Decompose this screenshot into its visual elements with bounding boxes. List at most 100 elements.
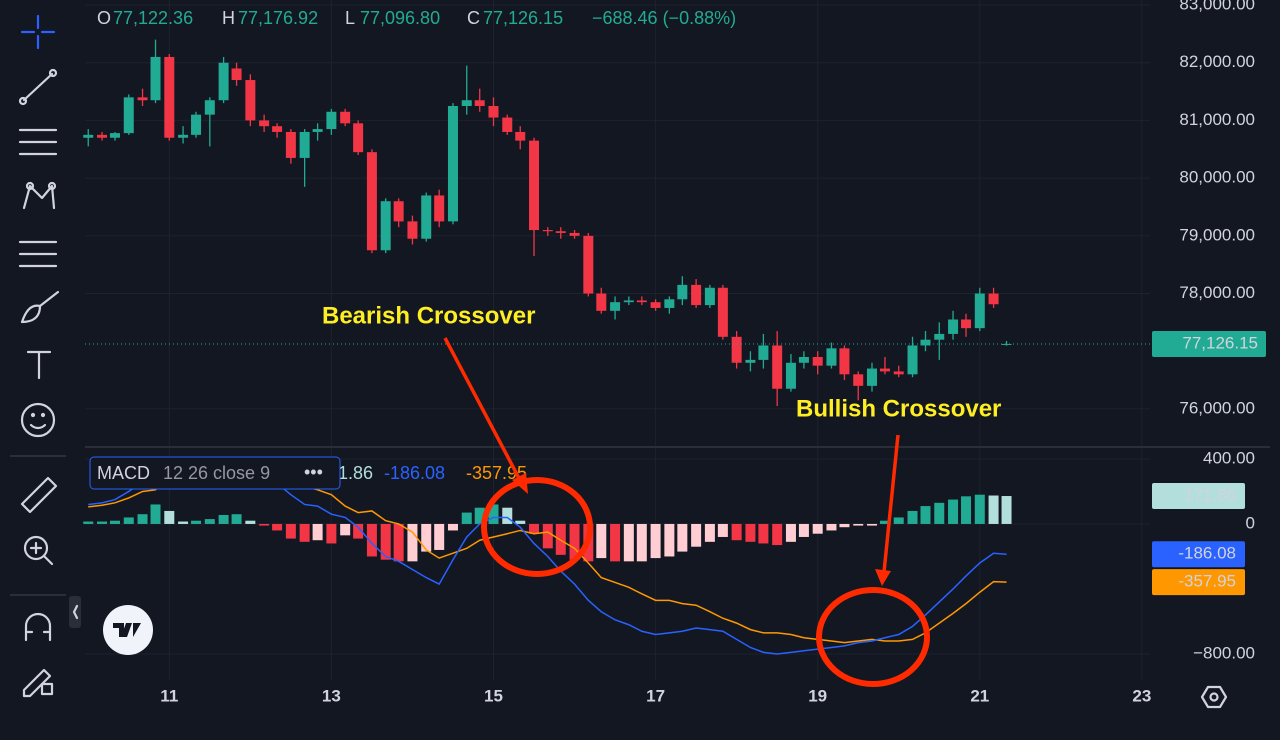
x-tick-label: 15 — [484, 686, 503, 705]
forecast-tool[interactable] — [18, 240, 58, 268]
histogram-bar — [717, 523, 728, 537]
candle-body — [785, 362, 796, 389]
candle-body — [636, 300, 647, 303]
histogram-bar — [150, 504, 161, 524]
histogram-bar — [164, 510, 175, 524]
histogram-bar — [474, 507, 485, 524]
candle-body — [502, 117, 513, 132]
histogram-bar — [218, 515, 229, 524]
settings-button[interactable] — [1200, 685, 1228, 709]
candle-body — [988, 293, 999, 305]
ohlc-key: H — [222, 8, 235, 28]
histogram-bar — [312, 523, 323, 541]
histogram-bar — [447, 523, 458, 531]
histogram-bar — [529, 523, 540, 534]
crosshair-tool[interactable] — [20, 14, 56, 50]
candle-body — [839, 348, 850, 375]
legend-box[interactable] — [89, 456, 341, 490]
legend-macd-value: -186.08 — [384, 463, 445, 483]
candle-body — [974, 293, 985, 329]
candle-body — [231, 68, 242, 81]
candle-body — [488, 105, 499, 118]
highlight-circle — [816, 587, 930, 687]
x-tick-label: 11 — [160, 686, 178, 705]
histogram-bar — [231, 514, 242, 524]
candle-body — [772, 345, 783, 389]
candle-body — [826, 348, 837, 366]
histogram-bar — [745, 523, 756, 542]
histogram-bar — [948, 499, 959, 524]
legend-more[interactable]: ••• — [304, 462, 323, 482]
ruler-tool[interactable] — [20, 476, 58, 514]
candle-body — [366, 152, 377, 251]
annotation: Bearish Crossover — [322, 302, 535, 329]
candle-body — [285, 131, 296, 158]
histogram-bar — [245, 520, 256, 524]
value-tag — [1152, 541, 1245, 568]
histogram-bar — [907, 510, 918, 524]
value-tag-label: -357.95 — [1178, 572, 1236, 591]
candle-body — [542, 230, 553, 232]
price-change: −688.46 (−0.88%) — [592, 8, 736, 28]
ohlc-key: L — [345, 8, 355, 28]
candle-body — [164, 56, 175, 138]
histogram-bar — [704, 523, 715, 542]
histogram-bar — [407, 523, 418, 562]
ohlc-value: 77,176.92 — [238, 8, 318, 28]
lock-tool[interactable] — [22, 668, 54, 698]
histogram-bar — [1001, 496, 1012, 524]
arrow — [443, 337, 523, 483]
x-tick-label: 19 — [808, 686, 827, 705]
y-tick-label: 78,000.00 — [1179, 283, 1255, 302]
candle-body — [717, 287, 728, 337]
y-tick-label: 80,000.00 — [1179, 168, 1255, 187]
legend-title: MACD — [97, 463, 150, 483]
magnet-tool[interactable] — [24, 612, 52, 642]
candle-body — [218, 62, 229, 101]
arrow-head — [512, 473, 528, 494]
histogram-bar — [123, 517, 134, 524]
candle-body — [204, 100, 215, 115]
highlight-circle — [481, 477, 593, 577]
arrow — [882, 434, 900, 573]
histogram-bar — [731, 523, 742, 541]
y-tick-label: 76,000.00 — [1179, 398, 1255, 417]
text-tool[interactable] — [26, 350, 52, 380]
value-tag-label: -186.08 — [1178, 544, 1236, 563]
histogram-bar — [353, 523, 364, 539]
icon-tool[interactable] — [20, 402, 56, 438]
overlay: O 77,122.36 H 77,176.92 L 77,096.80 C 77,126.15… — [97, 8, 1266, 687]
fib-tool[interactable] — [18, 128, 58, 156]
candle-body — [934, 333, 945, 340]
y-tick-label: 83,000.00 — [1179, 0, 1255, 14]
x-tick-label: 13 — [322, 686, 341, 705]
trendline-tool[interactable] — [18, 68, 58, 106]
histogram-bar — [691, 523, 702, 547]
candle-body — [569, 232, 580, 236]
histogram-bar — [109, 520, 120, 524]
y-tick-label: −800.00 — [1193, 643, 1255, 662]
candle-body — [123, 97, 134, 134]
candle-body — [812, 357, 823, 366]
candle-body — [97, 134, 108, 138]
histogram-bar — [137, 514, 148, 524]
histogram-bar — [285, 523, 296, 539]
candle-body — [312, 129, 323, 132]
brush-tool[interactable] — [20, 290, 60, 324]
histogram-bar — [366, 523, 377, 557]
price-tag — [1152, 330, 1266, 357]
candle-body — [596, 293, 607, 311]
candle-body — [353, 123, 364, 153]
value-tag — [1152, 483, 1245, 510]
histogram-bar — [259, 523, 270, 526]
candle-body — [961, 319, 972, 329]
histogram-bar — [434, 523, 445, 550]
candle-body — [340, 111, 351, 124]
histogram-bar — [299, 523, 310, 542]
pattern-tool[interactable] — [22, 181, 57, 210]
x-tick-label: 17 — [646, 686, 665, 705]
candle-body — [691, 284, 702, 306]
ohlc-key: O — [97, 8, 111, 28]
zoom-tool[interactable] — [23, 535, 54, 566]
